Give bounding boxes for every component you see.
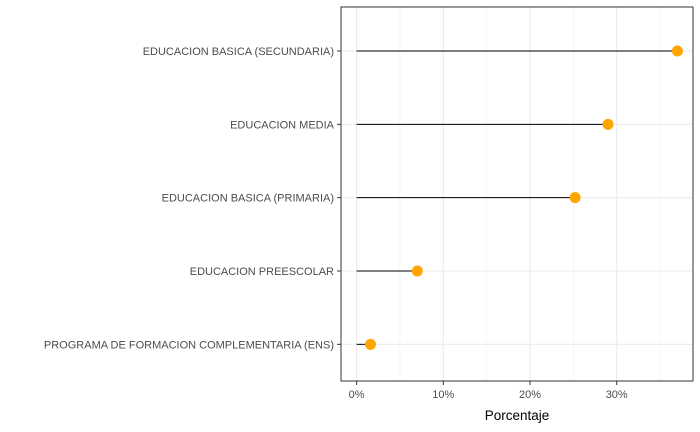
y-tick-label: EDUCACION MEDIA	[230, 119, 335, 131]
lollipop-point	[411, 265, 423, 277]
y-axis: EDUCACION BASICA (SECUNDARIA) EDUCACION M…	[44, 46, 341, 351]
y-tick-label: EDUCACION BASICA (PRIMARIA)	[162, 193, 334, 205]
lollipop-point	[364, 338, 376, 350]
y-tick-label: PROGRAMA DE FORMACION COMPLEMENTARIA (EN…	[44, 339, 334, 351]
lollipop-point	[569, 192, 581, 204]
lollipop-point	[602, 118, 614, 130]
x-tick-label: 30%	[606, 389, 628, 401]
x-axis: 0% 10% 20% 30%	[349, 381, 628, 401]
y-tick-label: EDUCACION BASICA (SECUNDARIA)	[143, 46, 334, 58]
y-tick-label: EDUCACION PREESCOLAR	[190, 266, 334, 278]
lollipop-points	[364, 45, 683, 350]
lollipop-point	[671, 45, 683, 57]
x-tick-label: 20%	[519, 389, 541, 401]
x-tick-label: 0%	[349, 389, 365, 401]
x-axis-title: Porcentaje	[485, 408, 550, 423]
plot-background	[341, 7, 693, 381]
plot-border	[340, 6, 694, 382]
lollipop-segments	[356, 50, 678, 345]
x-tick-label: 10%	[432, 389, 454, 401]
